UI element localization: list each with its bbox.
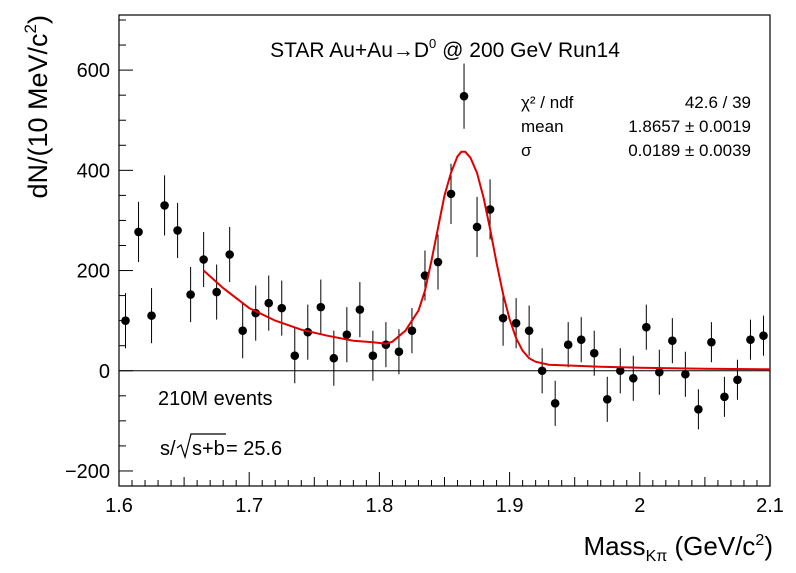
data-point: [121, 316, 130, 325]
data-point: [668, 336, 677, 345]
y-tick-label: −200: [65, 461, 110, 483]
data-point: [355, 305, 365, 314]
data-point: [707, 337, 716, 347]
data-point: [264, 298, 274, 308]
data-point: [199, 255, 208, 264]
stat-value-mean: 1.8657 ± 0.0019: [628, 117, 751, 136]
significance-radicand: s+b: [192, 438, 225, 460]
data-point: [681, 369, 690, 379]
data-point: [759, 331, 768, 340]
stat-label-sigma: σ: [521, 141, 532, 160]
data-point: [472, 222, 482, 232]
data-point: [368, 351, 378, 361]
y-axis-title: dN/(10 MeV/c2): [21, 15, 53, 199]
y-tick-label: 600: [77, 60, 110, 82]
data-point: [407, 326, 417, 335]
data-point: [485, 205, 495, 214]
data-point: [550, 399, 560, 408]
data-point: [602, 395, 612, 404]
stat-label-chi2: χ² / ndf: [521, 93, 574, 112]
data-point: [694, 405, 703, 414]
data-point: [212, 287, 221, 297]
stat-label-mean: mean: [521, 117, 564, 136]
data-point: [537, 366, 547, 376]
data-point: [290, 351, 300, 361]
data-point: [720, 392, 729, 402]
data-point: [459, 91, 469, 101]
data-point: [186, 290, 195, 299]
data-point: [238, 326, 247, 335]
data-point: [576, 335, 586, 344]
data-point: [733, 375, 742, 385]
data-point: [277, 303, 287, 313]
data-point: [446, 189, 456, 199]
plot-frame: [118, 14, 771, 487]
data-point: [498, 313, 508, 323]
y-axis: −200 0 200 400 600: [65, 19, 133, 483]
data-point: [655, 367, 664, 377]
data-point: [173, 226, 182, 235]
data-point: [225, 250, 234, 259]
stat-value-sigma: 0.0189 ± 0.0039: [628, 141, 751, 160]
x-tick-label: 2.1: [756, 495, 784, 517]
x-tick-label: 1.7: [235, 495, 263, 517]
data-point: [316, 302, 326, 312]
x-axis: 1.6 1.7 1.8 1.9 2 2.1: [105, 472, 784, 517]
events-annotation: 210M events: [158, 388, 273, 410]
y-tick-label: 0: [99, 361, 110, 383]
data-point: [642, 322, 651, 332]
y-tick-label: 200: [77, 261, 110, 283]
data-point: [615, 366, 625, 376]
data-point: [628, 373, 638, 383]
data-point: [524, 326, 534, 335]
stat-value-chi2: 42.6 / 39: [685, 93, 751, 112]
stats-box: χ² / ndf 42.6 / 39 mean 1.8657 ± 0.0019 …: [521, 93, 751, 160]
chart-title: STAR Au+Au→D0 @ 200 GeV Run14: [270, 36, 620, 62]
sqrt-sign: [176, 433, 226, 460]
significance-value: = 25.6: [226, 438, 282, 460]
data-point: [394, 347, 404, 357]
data-point: [329, 353, 339, 363]
data-point: [589, 348, 599, 358]
x-tick-label: 1.6: [105, 495, 133, 517]
fit-curve: [202, 150, 771, 371]
data-point: [563, 340, 573, 350]
x-tick-label: 1.9: [496, 495, 524, 517]
x-axis-title: MassKπ (GeV/c2): [583, 531, 773, 565]
x-tick-label: 1.8: [365, 495, 393, 517]
data-point: [160, 201, 169, 210]
y-tick-label: 400: [77, 160, 110, 182]
data-point: [433, 257, 443, 267]
significance-prefix: s/: [160, 438, 176, 460]
x-tick-label: 2: [634, 495, 645, 517]
significance-annotation: s/ s+b = 25.6: [160, 433, 282, 460]
data-point: [342, 330, 352, 339]
data-point: [511, 318, 521, 328]
data-point: [746, 335, 755, 344]
data-point: [134, 227, 143, 237]
data-point: [147, 311, 156, 320]
